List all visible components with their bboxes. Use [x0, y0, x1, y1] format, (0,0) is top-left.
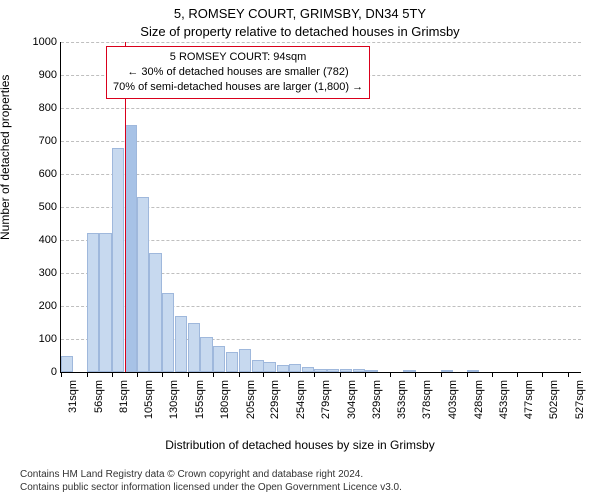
x-tick-label: 229sqm: [269, 380, 281, 424]
bar: [289, 364, 301, 372]
x-tick-label: 205sqm: [245, 380, 257, 424]
bar-highlight: [125, 125, 137, 373]
x-tick: [517, 372, 518, 377]
x-tick: [188, 372, 189, 377]
x-tick: [314, 372, 315, 377]
x-tick-label: 428sqm: [473, 380, 485, 424]
y-tick-label: 500: [3, 202, 57, 213]
x-tick: [415, 372, 416, 377]
bar: [200, 337, 212, 372]
annotation-box: 5 ROMSEY COURT: 94sqm← 30% of detached h…: [106, 46, 370, 99]
x-tick: [263, 372, 264, 377]
x-axis-label: Distribution of detached houses by size …: [0, 438, 600, 452]
bar: [403, 370, 415, 372]
y-axis-label: Number of detached properties: [0, 75, 12, 240]
annotation-line: ← 30% of detached houses are smaller (78…: [113, 65, 363, 80]
x-tick-label: 81sqm: [118, 380, 130, 424]
bar: [137, 197, 149, 372]
x-tick: [112, 372, 113, 377]
x-tick: [492, 372, 493, 377]
x-tick-label: 31sqm: [67, 380, 79, 424]
x-tick-label: 105sqm: [143, 380, 155, 424]
x-tick-label: 477sqm: [523, 380, 535, 424]
bar: [467, 370, 479, 372]
x-tick: [239, 372, 240, 377]
x-tick-label: 279sqm: [320, 380, 332, 424]
bar: [149, 253, 161, 372]
bar: [213, 346, 225, 372]
title-sub: Size of property relative to detached ho…: [0, 24, 600, 39]
x-tick: [87, 372, 88, 377]
x-tick-label: 254sqm: [295, 380, 307, 424]
x-tick: [441, 372, 442, 377]
x-tick-label: 155sqm: [194, 380, 206, 424]
plot-area: 0100200300400500600700800900100031sqm56s…: [60, 42, 581, 373]
gridline: [61, 141, 581, 142]
x-tick: [365, 372, 366, 377]
y-tick-label: 0: [3, 367, 57, 378]
x-tick: [213, 372, 214, 377]
annotation-line: 70% of semi-detached houses are larger (…: [113, 80, 363, 95]
bar: [340, 369, 352, 372]
bar: [302, 367, 314, 372]
bar: [314, 369, 326, 372]
gridline: [61, 42, 581, 43]
attribution-line-2: Contains public sector information licen…: [20, 481, 402, 494]
x-tick: [467, 372, 468, 377]
x-tick-label: 502sqm: [548, 380, 560, 424]
bar: [188, 323, 200, 373]
x-tick-label: 353sqm: [396, 380, 408, 424]
bar: [263, 362, 275, 372]
y-tick-label: 1000: [3, 37, 57, 48]
annotation-line: 5 ROMSEY COURT: 94sqm: [113, 50, 363, 65]
bar: [252, 360, 264, 372]
bar: [61, 356, 73, 373]
bar: [87, 233, 99, 372]
y-tick-label: 900: [3, 70, 57, 81]
x-tick-label: 453sqm: [498, 380, 510, 424]
bar: [353, 369, 365, 372]
x-tick-label: 304sqm: [346, 380, 358, 424]
x-tick-label: 180sqm: [219, 380, 231, 424]
x-tick-label: 329sqm: [371, 380, 383, 424]
gridline: [61, 174, 581, 175]
y-tick-label: 600: [3, 169, 57, 180]
x-tick: [340, 372, 341, 377]
attribution-line-1: Contains HM Land Registry data © Crown c…: [20, 468, 402, 481]
y-tick-label: 800: [3, 103, 57, 114]
bar: [327, 369, 339, 372]
y-tick-label: 100: [3, 334, 57, 345]
y-tick-label: 300: [3, 268, 57, 279]
y-tick-label: 700: [3, 136, 57, 147]
x-tick: [289, 372, 290, 377]
bar: [175, 316, 187, 372]
x-tick: [542, 372, 543, 377]
bar: [441, 370, 453, 372]
x-tick: [61, 372, 62, 377]
x-tick-label: 403sqm: [447, 380, 459, 424]
title-main: 5, ROMSEY COURT, GRIMSBY, DN34 5TY: [0, 6, 600, 21]
bar: [365, 370, 377, 372]
y-tick-label: 400: [3, 235, 57, 246]
x-tick: [568, 372, 569, 377]
bar: [112, 148, 124, 372]
attribution: Contains HM Land Registry data © Crown c…: [20, 468, 402, 494]
bar: [226, 352, 238, 372]
y-tick-label: 200: [3, 301, 57, 312]
bar: [239, 349, 251, 372]
x-tick-label: 56sqm: [93, 380, 105, 424]
x-tick-label: 378sqm: [421, 380, 433, 424]
x-tick-label: 130sqm: [168, 380, 180, 424]
x-tick-label: 527sqm: [574, 380, 586, 424]
chart-container: 5, ROMSEY COURT, GRIMSBY, DN34 5TY Size …: [0, 0, 600, 500]
gridline: [61, 108, 581, 109]
bar: [99, 233, 111, 372]
x-tick: [390, 372, 391, 377]
bar: [277, 365, 289, 372]
x-tick: [162, 372, 163, 377]
bar: [162, 293, 174, 372]
x-tick: [137, 372, 138, 377]
